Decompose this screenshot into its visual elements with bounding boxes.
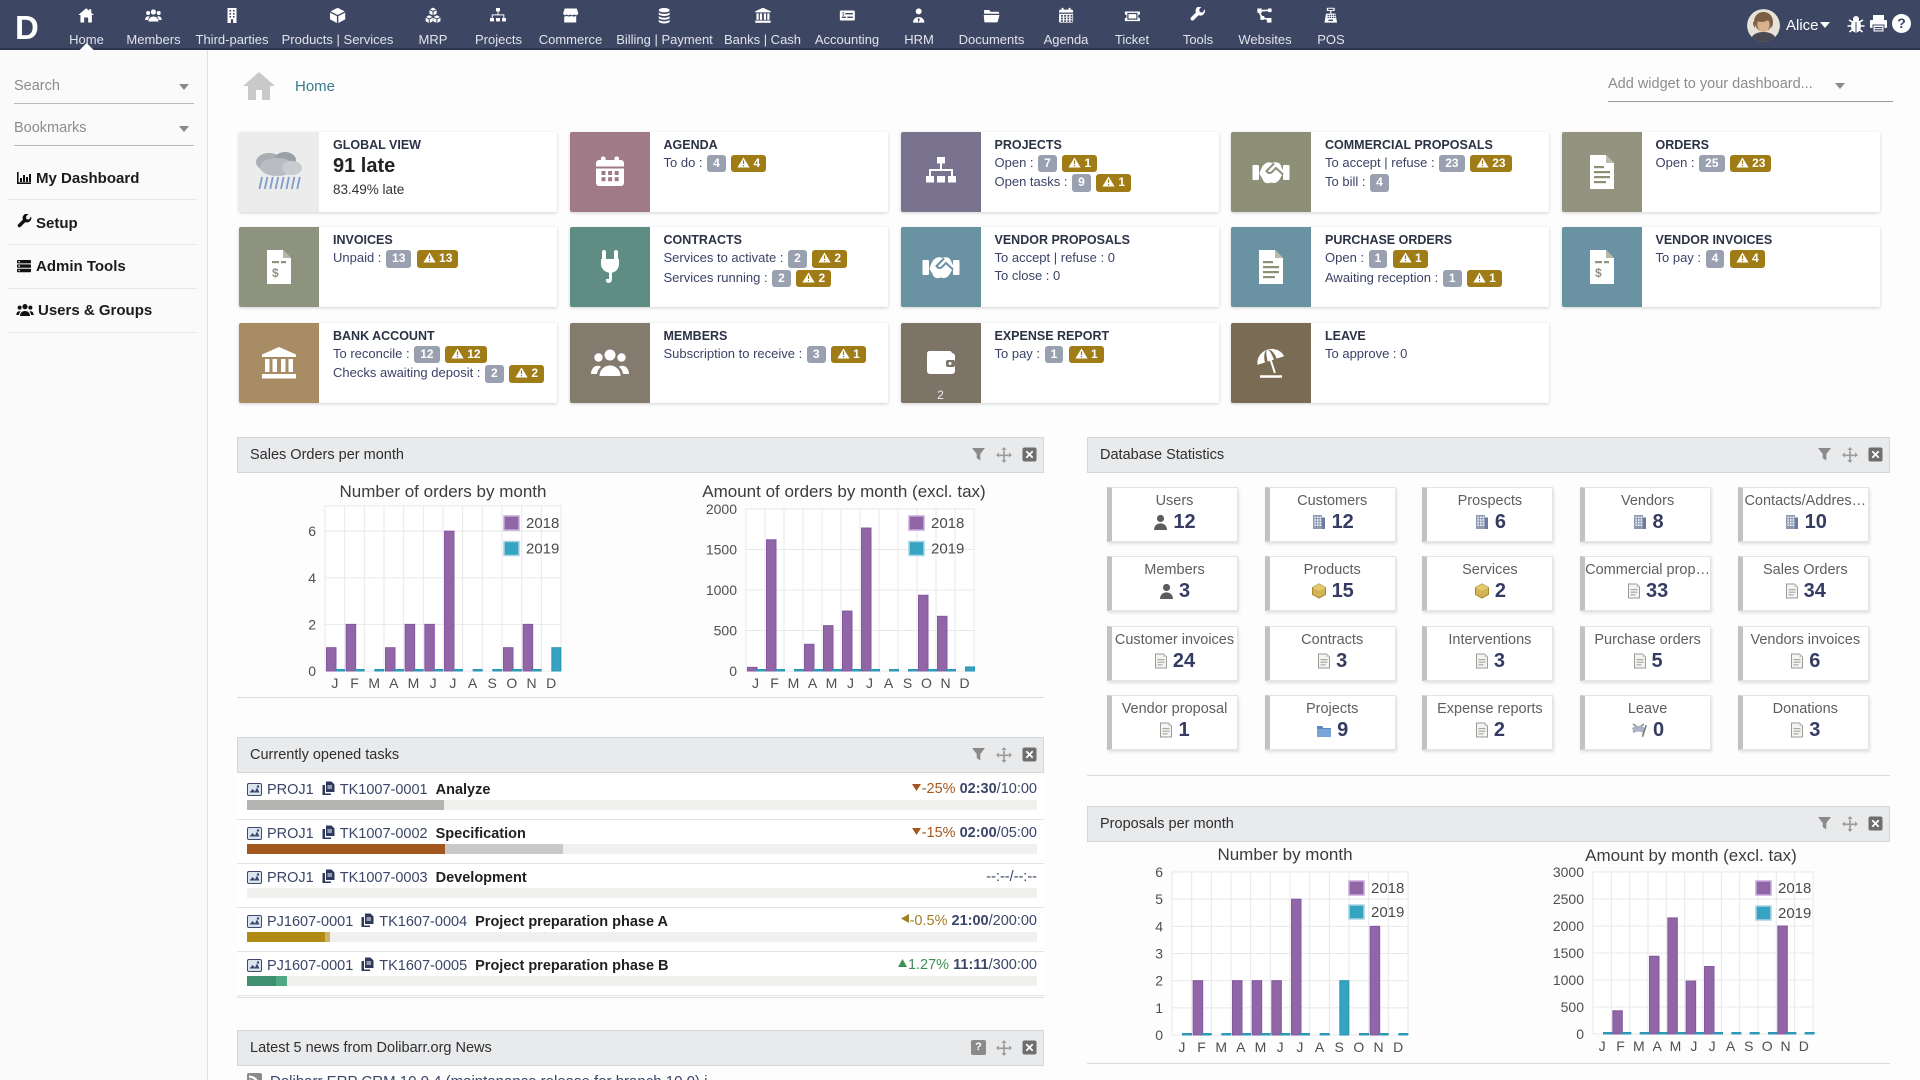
svg-text:O: O: [921, 675, 932, 691]
svg-text:4: 4: [1155, 918, 1163, 934]
svg-text:1000: 1000: [1553, 972, 1584, 988]
svg-text:S: S: [903, 675, 912, 691]
svg-text:D: D: [546, 675, 556, 691]
svg-text:S: S: [1744, 1038, 1753, 1054]
svg-text:0: 0: [1576, 1026, 1584, 1042]
svg-text:1000: 1000: [706, 582, 737, 598]
svg-text:N: N: [940, 675, 950, 691]
svg-text:N: N: [1780, 1038, 1790, 1054]
svg-text:O: O: [1353, 1039, 1364, 1055]
svg-text:1500: 1500: [706, 542, 737, 558]
svg-text:J: J: [847, 675, 854, 691]
svg-text:J: J: [1296, 1039, 1303, 1055]
svg-text:2: 2: [1155, 973, 1163, 989]
svg-text:2: 2: [308, 616, 316, 632]
svg-text:A: A: [884, 675, 894, 691]
svg-text:A: A: [1652, 1038, 1662, 1054]
svg-text:6: 6: [1155, 864, 1163, 880]
svg-text:2018: 2018: [1778, 880, 1811, 897]
svg-text:S: S: [1334, 1039, 1343, 1055]
svg-text:M: M: [368, 675, 380, 691]
svg-text:J: J: [430, 675, 437, 691]
svg-text:2018: 2018: [526, 515, 559, 532]
svg-text:5: 5: [1155, 891, 1163, 907]
svg-text:2018: 2018: [931, 515, 964, 532]
svg-text:D: D: [959, 675, 969, 691]
svg-text:$: $: [1595, 266, 1602, 280]
svg-text:0: 0: [308, 663, 316, 679]
svg-text:A: A: [1726, 1038, 1736, 1054]
svg-text:J: J: [1277, 1039, 1284, 1055]
svg-text:J: J: [1178, 1039, 1185, 1055]
svg-text:J: J: [1690, 1038, 1697, 1054]
svg-text:Number of orders by month: Number of orders by month: [340, 483, 547, 501]
svg-text:O: O: [1762, 1038, 1773, 1054]
svg-text:A: A: [1315, 1039, 1325, 1055]
svg-text:A: A: [808, 675, 818, 691]
svg-text:2019: 2019: [1778, 905, 1811, 922]
svg-text:D: D: [1799, 1038, 1809, 1054]
svg-text:A: A: [389, 675, 399, 691]
svg-text:A: A: [468, 675, 478, 691]
svg-text:$: $: [272, 266, 279, 280]
svg-text:S: S: [487, 675, 496, 691]
svg-text:1: 1: [1155, 1000, 1163, 1016]
svg-text:2019: 2019: [1371, 904, 1404, 921]
svg-text:J: J: [752, 675, 759, 691]
svg-text:J: J: [449, 675, 456, 691]
svg-text:6: 6: [308, 523, 316, 539]
svg-text:4: 4: [308, 570, 316, 586]
svg-text:Number by month: Number by month: [1217, 846, 1352, 864]
svg-text:J: J: [331, 675, 338, 691]
svg-text:O: O: [506, 675, 517, 691]
svg-text:0: 0: [729, 663, 737, 679]
svg-text:J: J: [866, 675, 873, 691]
svg-text:F: F: [1616, 1038, 1625, 1054]
svg-text:J: J: [1599, 1038, 1606, 1054]
svg-text:3000: 3000: [1553, 864, 1584, 880]
svg-text:2000: 2000: [706, 501, 737, 517]
svg-text:D: D: [1393, 1039, 1403, 1055]
svg-text:M: M: [1255, 1039, 1267, 1055]
svg-text:2018: 2018: [1371, 880, 1404, 897]
svg-text:N: N: [1373, 1039, 1383, 1055]
svg-text:2019: 2019: [526, 541, 559, 558]
svg-text:Amount by month (excl. tax): Amount by month (excl. tax): [1585, 846, 1797, 865]
svg-text:0: 0: [1155, 1027, 1163, 1043]
svg-text:500: 500: [1561, 999, 1585, 1015]
svg-text:M: M: [1215, 1039, 1227, 1055]
svg-text:M: M: [788, 675, 800, 691]
svg-text:Amount of orders by month (exc: Amount of orders by month (excl. tax): [702, 483, 985, 501]
svg-text:2019: 2019: [931, 541, 964, 558]
svg-text:F: F: [350, 675, 359, 691]
svg-text:M: M: [1670, 1038, 1682, 1054]
svg-text:M: M: [408, 675, 420, 691]
svg-text:M: M: [826, 675, 838, 691]
svg-text:M: M: [1633, 1038, 1645, 1054]
svg-text:F: F: [1197, 1039, 1206, 1055]
svg-text:F: F: [770, 675, 779, 691]
svg-text:2000: 2000: [1553, 918, 1584, 934]
svg-text:J: J: [1709, 1038, 1716, 1054]
svg-text:3: 3: [1155, 946, 1163, 962]
svg-text:$: $: [841, 12, 844, 17]
svg-text:500: 500: [714, 623, 738, 639]
svg-text:A: A: [1236, 1039, 1246, 1055]
svg-text:2500: 2500: [1553, 891, 1584, 907]
svg-text:N: N: [526, 675, 536, 691]
svg-text:1500: 1500: [1553, 945, 1584, 961]
